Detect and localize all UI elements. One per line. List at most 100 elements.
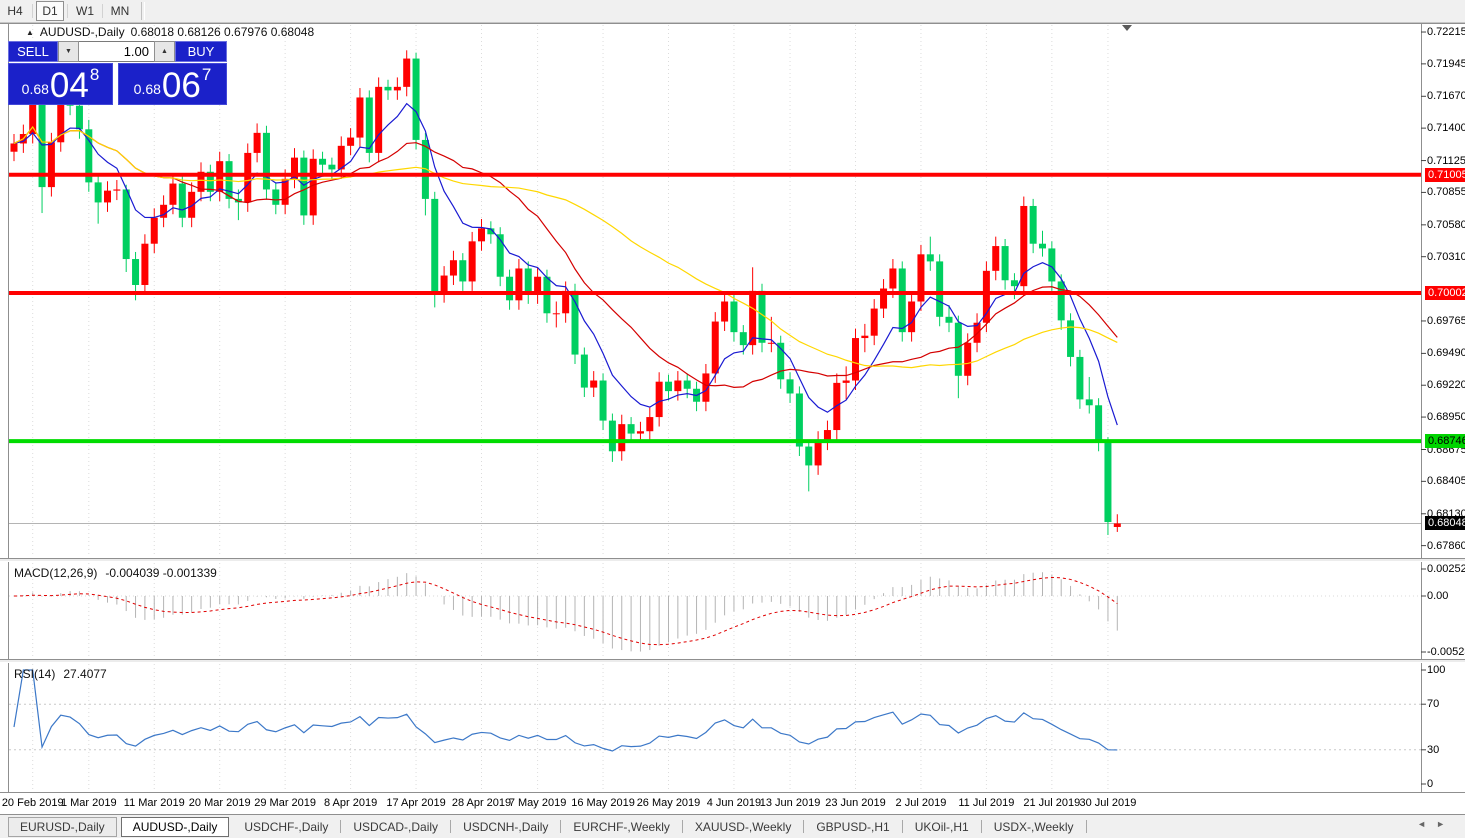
price-tick-label: 0.69765 <box>1427 314 1465 327</box>
timeframe-mn-button[interactable]: MN <box>110 4 130 18</box>
macd-scale-label: -0.005234 <box>1427 646 1465 658</box>
volume-input[interactable] <box>79 41 154 62</box>
timeframe-h4-button[interactable]: H4 <box>7 4 23 18</box>
date-tick-label: 20 Feb 2019 <box>1 797 64 809</box>
buy-price-prefix: 0.68 <box>133 81 161 97</box>
price-tick-label: 0.70310 <box>1427 250 1465 263</box>
price-marker-label: 0.68048 <box>1425 516 1465 531</box>
rsi-name: RSI(14) <box>14 667 56 681</box>
rsi-scale-label: 0 <box>1427 778 1434 790</box>
tab-gbpusd-h1[interactable]: GBPUSD-,H1 <box>816 819 890 834</box>
chart-title: ▲ AUDUSD-,Daily 0.68018 0.68126 0.67976 … <box>26 25 314 39</box>
price-tick-label: 0.71670 <box>1427 90 1465 103</box>
time-axis[interactable]: 20 Feb 2019 1 Mar 2019 11 Mar 2019 20 Mar 2… <box>0 793 1421 814</box>
price-tick-label: 0.71125 <box>1427 154 1465 167</box>
chart-tab-bar: EURUSD-,Daily AUDUSD-,Daily USDCHF-,Dail… <box>0 814 1465 838</box>
sell-price-big-digits: 04 <box>49 66 89 105</box>
tab-eurchf-weekly[interactable]: EURCHF-,Weekly <box>573 819 670 834</box>
macd-pane-area[interactable] <box>9 562 1421 659</box>
rsi-scale-label: 30 <box>1427 743 1440 756</box>
tab-divider <box>560 820 562 833</box>
toolbar-groove <box>141 2 145 20</box>
date-tick-label: 11 Mar 2019 <box>123 797 185 809</box>
price-scale[interactable]: 0.72215 0.71945 0.71670 0.71400 0.71125 0.708… <box>1421 23 1465 793</box>
tab-divider <box>980 820 982 833</box>
tab-usdchf-daily[interactable]: USDCHF-,Daily <box>244 819 329 834</box>
tab-eurusd-daily[interactable]: EURUSD-,Daily <box>8 816 117 837</box>
tab-usdx-weekly[interactable]: USDX-,Weekly <box>993 819 1074 834</box>
macd-scale-label: 0.00 <box>1427 589 1449 602</box>
one-click-trade-panel: SELL ▼ ▲ BUY 0.68 04 8 0.68 06 7 <box>8 41 227 105</box>
date-tick-label: 20 Mar 2019 <box>188 797 251 809</box>
price-tick-label: 0.68950 <box>1427 411 1465 424</box>
toolbar-separator <box>32 4 33 18</box>
buy-button[interactable]: BUY <box>175 41 227 62</box>
sell-price-box[interactable]: 0.68 04 8 <box>8 63 113 105</box>
date-tick-label: 1 Mar 2019 <box>60 797 117 809</box>
toolbar-separator <box>67 4 68 18</box>
price-tick-label: 0.69490 <box>1427 347 1465 360</box>
date-tick-label: 29 Mar 2019 <box>254 797 317 809</box>
symbol-marker-icon: ▲ <box>26 27 34 37</box>
tab-divider <box>803 820 805 833</box>
date-tick-label: 26 May 2019 <box>636 797 701 809</box>
buy-price-big-digits: 06 <box>161 66 201 105</box>
tab-scroll-arrows[interactable]: ◄► <box>1417 819 1455 829</box>
rsi-scale-label: 70 <box>1427 698 1440 711</box>
tab-scroll-left-icon: ◄ <box>1417 819 1437 829</box>
price-marker-label: 0.70002 <box>1425 286 1465 300</box>
symbol-name: AUDUSD-,Daily <box>39 25 125 39</box>
price-marker-label: 0.68746 <box>1425 434 1465 449</box>
timeframe-d1-button[interactable]: D1 <box>36 1 64 21</box>
date-tick-label: 11 Jul 2019 <box>958 797 1015 809</box>
price-marker-label: 0.71005 <box>1425 167 1465 182</box>
price-tick-label: 0.72215 <box>1427 26 1465 39</box>
volume-increase-button[interactable]: ▲ <box>154 41 175 62</box>
volume-decrease-button[interactable]: ▼ <box>58 41 79 62</box>
date-tick-label: 28 Apr 2019 <box>451 797 512 809</box>
rsi-label: RSI(14) 27.4077 <box>14 667 107 681</box>
tab-usdcnh-daily[interactable]: USDCNH-,Daily <box>463 819 549 834</box>
sell-price-pip-digit: 8 <box>89 65 100 84</box>
ohlc-values: 0.68018 0.68126 0.67976 0.68048 <box>130 25 315 39</box>
price-tick-label: 0.70855 <box>1427 186 1465 199</box>
price-tick-label: 0.70580 <box>1427 218 1465 231</box>
tab-divider <box>340 820 342 833</box>
timeframe-toolbar: H4 D1 W1 MN <box>0 0 1465 23</box>
date-tick-label: 2 Jul 2019 <box>895 797 947 809</box>
date-tick-label: 8 Apr 2019 <box>323 797 378 809</box>
buy-price-box[interactable]: 0.68 06 7 <box>118 63 227 105</box>
macd-name: MACD(12,26,9) <box>14 566 98 580</box>
date-tick-label: 23 Jun 2019 <box>825 797 886 809</box>
timeframe-w1-button[interactable]: W1 <box>76 4 94 18</box>
date-tick-label: 21 Jul 2019 <box>1023 797 1081 809</box>
tab-divider <box>901 820 903 833</box>
tab-xauusd-weekly[interactable]: XAUUSD-,Weekly <box>694 819 792 834</box>
sell-price-prefix: 0.68 <box>21 81 49 97</box>
rsi-value: 27.4077 <box>63 667 107 681</box>
date-tick-label: 7 May 2019 <box>508 797 567 809</box>
tab-divider <box>450 820 452 833</box>
buy-price-pip-digit: 7 <box>201 65 212 84</box>
price-tick-label: 0.69220 <box>1427 379 1465 392</box>
tab-ukoil-h1[interactable]: UKOil-,H1 <box>914 819 969 834</box>
date-tick-label: 16 May 2019 <box>571 797 635 809</box>
rsi-pane-area[interactable] <box>9 663 1421 791</box>
date-tick-label: 13 Jun 2019 <box>759 797 821 809</box>
date-tick-label: 17 Apr 2019 <box>386 797 446 809</box>
tab-scroll-right-icon: ► <box>1436 819 1455 829</box>
price-tick-label: 0.71945 <box>1427 57 1465 70</box>
price-tick-label: 0.67860 <box>1427 539 1465 552</box>
tab-divider <box>1085 820 1087 833</box>
price-tick-label: 0.71400 <box>1427 122 1465 135</box>
date-tick-label: 4 Jun 2019 <box>706 797 762 809</box>
date-tick-label: 30 Jul 2019 <box>1079 797 1137 809</box>
sell-button[interactable]: SELL <box>8 41 58 62</box>
tab-usdcad-daily[interactable]: USDCAD-,Daily <box>353 819 439 834</box>
macd-scale-label: 0.002522 <box>1427 563 1465 575</box>
tab-divider <box>681 820 683 833</box>
tab-audusd-daily[interactable]: AUDUSD-,Daily <box>120 816 230 837</box>
macd-label: MACD(12,26,9) -0.004039 -0.001339 <box>14 566 217 580</box>
toolbar-separator <box>102 4 103 18</box>
